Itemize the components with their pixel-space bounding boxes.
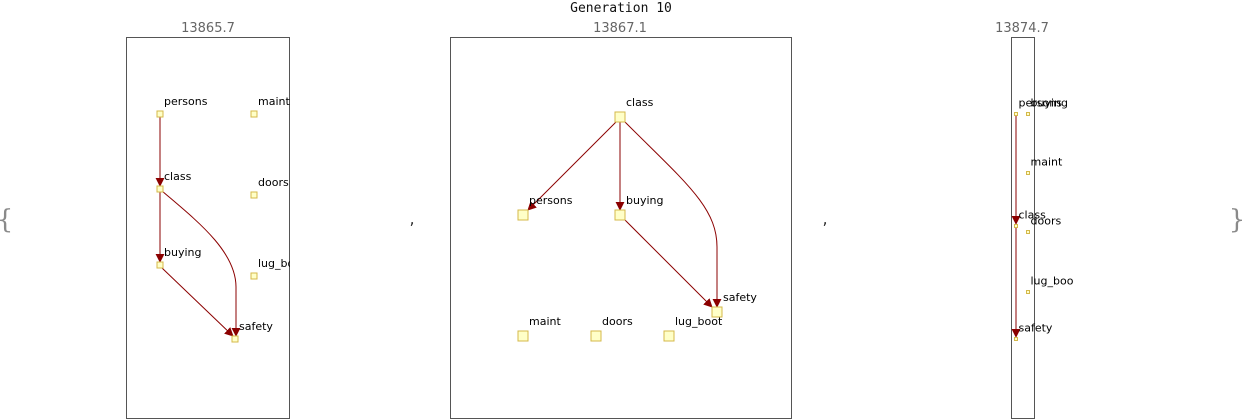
node-doors: doors (590, 315, 633, 342)
panel-score: 13865.7 (181, 21, 235, 36)
node-marker (231, 335, 239, 343)
node-label: persons (164, 95, 208, 108)
node-marker (517, 330, 529, 342)
edge-class-to-persons (527, 121, 617, 211)
node-label: class (1019, 209, 1047, 222)
node-label: buying (164, 246, 201, 259)
node-class: class (614, 96, 654, 123)
node-label: maint (529, 315, 561, 328)
node-buying: buying (614, 194, 663, 221)
node-marker (1026, 290, 1030, 294)
node-doors: doors (1026, 215, 1062, 234)
node-label: safety (723, 291, 757, 304)
panel-canvas: persons maint class doors buying lug_boosafet… (126, 37, 301, 419)
node-label: maint (258, 95, 290, 108)
node-class: class (1014, 209, 1047, 228)
node-persons: persons (517, 194, 573, 221)
edge-class-to-safety (624, 121, 722, 308)
node-safety: safety (231, 320, 273, 343)
node-persons: persons (156, 95, 208, 118)
node-label: persons (1019, 97, 1063, 110)
panel-frame (126, 37, 290, 419)
graph-panel-2: 13867.1 class persons buying safety maint doo… (450, 21, 792, 419)
node-safety: safety (711, 291, 757, 318)
separator-comma-1: , (409, 209, 414, 228)
node-maint: maint (1026, 156, 1063, 175)
node-marker (1026, 112, 1030, 116)
panel-score: 13867.1 (593, 21, 647, 36)
node-label: persons (529, 194, 573, 207)
edge-buying-to-safety (624, 219, 713, 308)
node-buying: buying (156, 246, 201, 269)
node-lug_boot: lug_boot (663, 315, 723, 342)
node-label: doors (258, 176, 289, 189)
close-brace: } (1229, 205, 1242, 235)
node-marker (1014, 224, 1018, 228)
node-marker (663, 330, 675, 342)
node-lug_boot: lug_boo (250, 257, 301, 280)
node-marker (250, 191, 258, 199)
node-label: safety (1019, 322, 1053, 335)
panel-score: 13874.7 (995, 21, 1049, 36)
node-marker (156, 261, 164, 269)
node-label: lug_boo (258, 257, 301, 270)
node-label: lug_boot (675, 315, 723, 328)
node-marker (1026, 171, 1030, 175)
node-marker (250, 110, 258, 118)
node-marker (614, 111, 626, 123)
node-buying: buying (1026, 97, 1068, 116)
node-doors: doors (250, 176, 289, 199)
node-marker (156, 110, 164, 118)
separator-comma-2: , (822, 209, 827, 228)
node-persons: persons (1014, 97, 1063, 116)
node-marker (156, 185, 164, 193)
node-label: lug_boo (1031, 275, 1074, 288)
node-label: buying (1031, 97, 1068, 110)
node-class: class (156, 170, 192, 193)
node-safety: safety (1014, 322, 1053, 341)
node-label: maint (1031, 156, 1063, 169)
graph-panel-1: 13865.7 persons maint class doors buying lug_… (126, 21, 301, 419)
node-marker (711, 306, 723, 318)
panel-frame (1011, 37, 1035, 419)
node-label: doors (602, 315, 633, 328)
edge-class-to-safety (161, 190, 241, 337)
figure-title: Generation 10 (570, 1, 672, 16)
node-maint: maint (517, 315, 561, 342)
node-maint: maint (250, 95, 290, 118)
node-marker (517, 209, 529, 221)
node-label: class (626, 96, 654, 109)
node-lug_boot: lug_boo (1026, 275, 1074, 294)
node-marker (1026, 230, 1030, 234)
node-marker (590, 330, 602, 342)
open-brace: { (0, 205, 13, 235)
node-marker (1014, 112, 1018, 116)
node-label: safety (239, 320, 273, 333)
node-label: class (164, 170, 192, 183)
node-label: doors (1031, 215, 1062, 228)
node-label: buying (626, 194, 663, 207)
node-marker (1014, 337, 1018, 341)
edge-buying-to-safety (161, 267, 234, 337)
node-marker (614, 209, 626, 221)
panel-frame (450, 37, 792, 419)
node-marker (250, 272, 258, 280)
panel-canvas: class persons buying safety maint doors lug_bo… (450, 37, 792, 419)
